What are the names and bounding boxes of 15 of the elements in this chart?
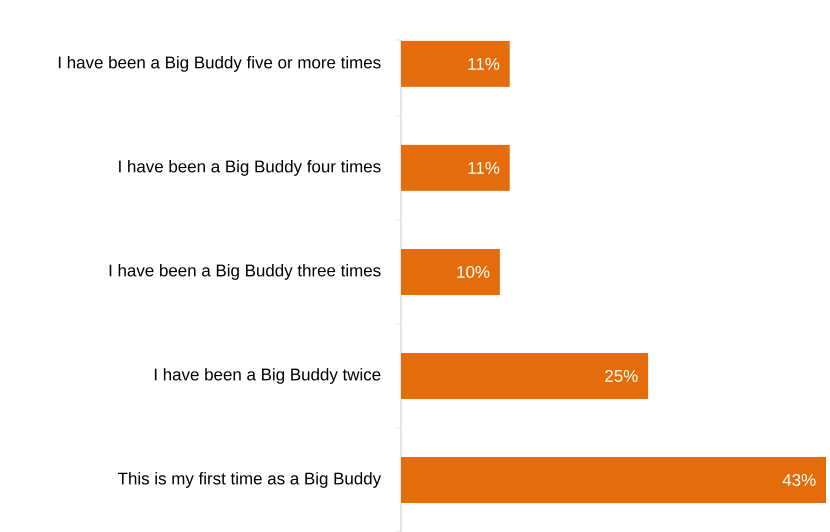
data-label: 43% (782, 474, 816, 486)
data-label: 11% (468, 58, 500, 70)
data-label: 10% (457, 266, 490, 278)
data-label: 11% (468, 162, 500, 174)
bar (401, 248, 500, 295)
bar (401, 40, 510, 87)
y-tick-label: I have been a Big Buddy three times (110, 264, 380, 280)
data-label: 25% (605, 370, 638, 382)
y-tick-label: I have been a Big Buddy four times (119, 160, 380, 176)
y-tick-label: I have been a Big Buddy five or more times (58, 56, 380, 72)
bar (401, 144, 510, 191)
bar (401, 456, 826, 503)
bar (401, 352, 648, 399)
y-tick-label: This is my first time as a Big Buddy (118, 472, 382, 488)
y-tick-label: I have been a Big Buddy twice (154, 368, 380, 384)
